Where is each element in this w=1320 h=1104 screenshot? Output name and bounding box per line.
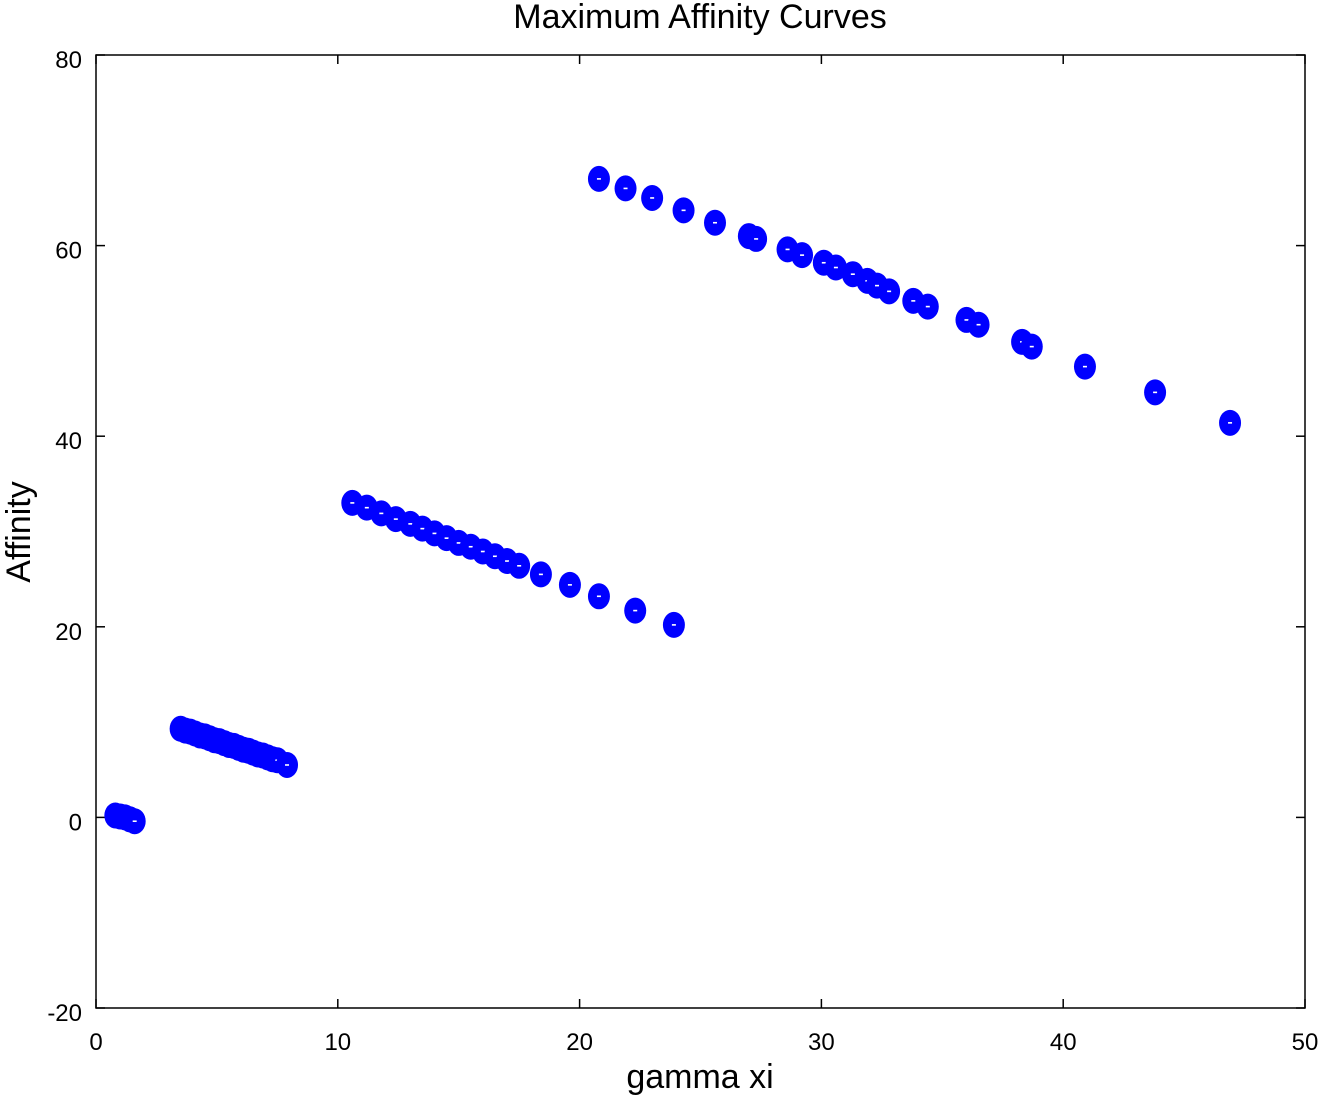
x-tick-label: 20 — [566, 1029, 593, 1056]
data-point-center — [821, 261, 826, 264]
data-point-center — [1082, 365, 1087, 368]
chart-title: Maximum Affinity Curves — [513, 0, 886, 36]
x-tick-label: 40 — [1050, 1029, 1077, 1056]
data-point-center — [567, 584, 572, 586]
y-tick-label: -20 — [47, 1000, 82, 1027]
x-tick-label: 50 — [1292, 1029, 1319, 1056]
data-point-center — [492, 555, 497, 558]
data-point-center — [833, 266, 838, 269]
y-tick-label: 40 — [55, 428, 82, 455]
data-point-center — [132, 820, 137, 823]
data-point-center — [650, 197, 655, 199]
y-tick-label: 0 — [69, 809, 82, 836]
data-point-center — [850, 273, 855, 275]
data-point-center — [432, 532, 437, 535]
data-point-center — [623, 187, 628, 190]
data-point-center — [785, 248, 790, 251]
data-point-center — [964, 319, 969, 321]
y-tick-label: 80 — [55, 47, 82, 74]
data-point-center — [444, 537, 449, 539]
data-point-center — [754, 238, 759, 240]
data-point-center — [285, 764, 290, 766]
data-point-center — [633, 609, 638, 612]
y-tick-label: 60 — [55, 238, 82, 265]
data-point-center — [420, 527, 425, 530]
data-point-center — [1153, 391, 1158, 394]
data-point-center — [596, 178, 601, 180]
series-curve4 — [587, 165, 1242, 436]
data-point-center — [925, 305, 930, 308]
data-point-center — [456, 542, 461, 544]
data-point-center — [976, 323, 981, 326]
data-point-center — [468, 545, 473, 548]
data-point-center — [505, 560, 510, 562]
data-point-center — [364, 506, 369, 509]
data-point-center — [800, 254, 805, 256]
data-point-center — [875, 284, 880, 287]
data-point-center — [393, 518, 398, 520]
x-axis-label: gamma xi — [626, 1058, 773, 1096]
data-point-center — [887, 290, 892, 293]
data-point-center — [538, 573, 543, 576]
x-tick-label: 10 — [324, 1029, 351, 1056]
data-point-center — [911, 300, 916, 302]
series-curve2 — [169, 715, 299, 778]
plot-frame — [95, 54, 1306, 1009]
series-curve3 — [341, 489, 685, 638]
data-point-center — [350, 502, 355, 504]
data-point-center — [517, 565, 522, 567]
data-point-center — [671, 624, 676, 626]
y-tick-label: 20 — [55, 619, 82, 646]
x-tick-label: 30 — [808, 1029, 835, 1056]
data-point-center — [713, 221, 718, 224]
series-curve1 — [104, 802, 146, 835]
data-point-center — [379, 512, 384, 515]
data-point-center — [480, 550, 485, 553]
x-tick-label: 0 — [89, 1029, 102, 1056]
y-axis-label: Affinity — [0, 481, 38, 582]
data-point-center — [408, 523, 413, 525]
data-point-center — [596, 595, 601, 598]
data-point-center — [1228, 422, 1233, 424]
data-point-center — [681, 209, 686, 212]
data-point-center — [1029, 345, 1034, 348]
